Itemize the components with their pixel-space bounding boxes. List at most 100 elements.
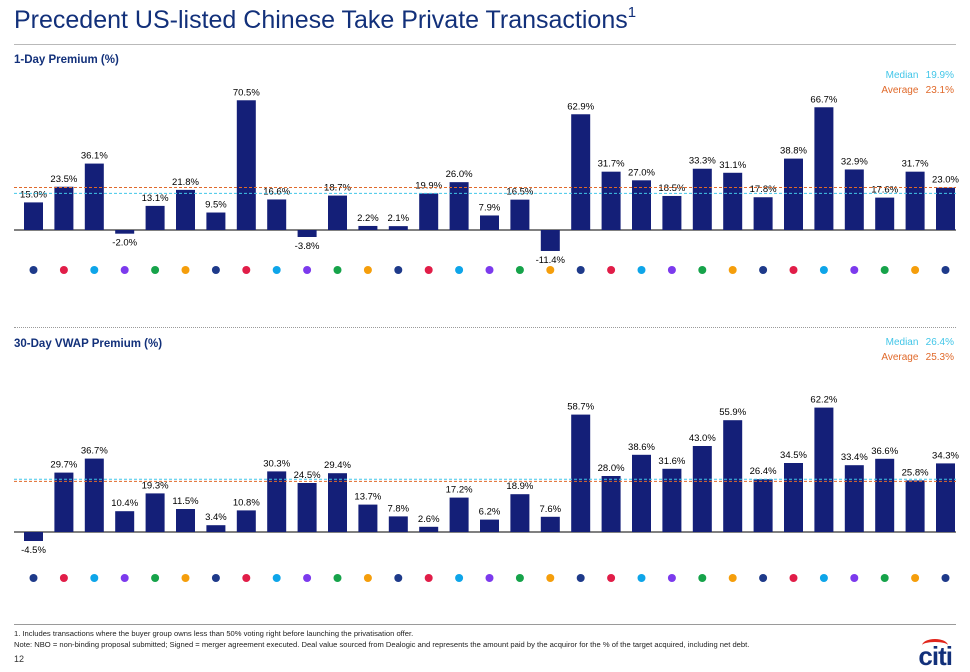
company-logo-icon bbox=[242, 574, 251, 582]
data-label: 11.5% bbox=[172, 496, 199, 507]
company-logo-icon bbox=[850, 574, 859, 582]
data-label: 23.0% bbox=[932, 175, 959, 186]
company-logo-icon bbox=[363, 266, 372, 274]
chart2-30day-vwap-premium: -4.5% 29.7% 36.7% 10.4% 19.3%11.5% 3.4% 10.8% 3… bbox=[14, 395, 960, 556]
data-label: 36.7% bbox=[81, 446, 108, 457]
company-logo-icon bbox=[759, 574, 768, 582]
bar bbox=[145, 205, 165, 230]
bar bbox=[692, 446, 712, 532]
company-logo-icon bbox=[29, 574, 38, 582]
data-label: 17.2% bbox=[446, 485, 473, 496]
data-label: 2.2% bbox=[357, 213, 379, 224]
page-number: 12 bbox=[14, 654, 25, 664]
data-label: 31.7% bbox=[902, 159, 929, 170]
bar bbox=[784, 158, 803, 230]
data-label: 16.6% bbox=[263, 186, 290, 197]
data-label: 70.5% bbox=[233, 87, 260, 98]
bar bbox=[814, 107, 834, 230]
company-logo-icon bbox=[59, 574, 68, 582]
bar bbox=[145, 493, 165, 532]
data-label: 62.2% bbox=[810, 395, 837, 406]
data-label: 38.6% bbox=[628, 442, 655, 453]
bar bbox=[176, 189, 195, 230]
section-divider bbox=[14, 327, 956, 328]
company-logo-icon bbox=[911, 266, 920, 274]
company-logo-icon bbox=[211, 574, 220, 582]
company-logo-icon bbox=[576, 574, 585, 582]
bar bbox=[206, 212, 226, 230]
chart1-company-logos bbox=[29, 266, 950, 274]
company-logo-icon bbox=[607, 574, 616, 582]
bar bbox=[24, 532, 43, 541]
company-logo-icon bbox=[333, 574, 342, 582]
bar bbox=[24, 202, 43, 230]
bar bbox=[632, 454, 651, 532]
chart2-median-label: Median bbox=[885, 337, 919, 348]
footnote-1: 1. Includes transactions where the buyer… bbox=[14, 629, 414, 638]
bar bbox=[54, 472, 74, 532]
company-logo-icon bbox=[941, 574, 950, 582]
bar bbox=[115, 230, 135, 234]
data-label: 31.7% bbox=[598, 159, 625, 170]
bar bbox=[875, 458, 895, 532]
footnote-note: Note: NBO = non-binding proposal submitt… bbox=[14, 640, 750, 649]
data-label: 19.9% bbox=[415, 180, 442, 191]
data-label: 6.2% bbox=[479, 507, 501, 518]
data-label: 43.0% bbox=[689, 433, 716, 444]
company-logo-icon bbox=[819, 266, 828, 274]
bar bbox=[662, 195, 682, 230]
company-logo-icon bbox=[90, 574, 99, 582]
chart1-stats: Median 19.9% Average 23.1% bbox=[881, 68, 954, 98]
bar bbox=[206, 525, 226, 532]
company-logo-icon bbox=[515, 266, 524, 274]
company-logo-icon bbox=[333, 266, 342, 274]
data-label: 27.0% bbox=[628, 167, 655, 178]
bar bbox=[601, 171, 621, 230]
chart1-title: 1-Day Premium (%) bbox=[14, 54, 119, 66]
company-logo-icon bbox=[880, 266, 889, 274]
company-logo-icon bbox=[667, 266, 676, 274]
data-label: 15.0% bbox=[20, 189, 47, 200]
data-label: 7.8% bbox=[387, 503, 409, 514]
data-label: 38.8% bbox=[780, 146, 807, 157]
chart2-median-value: 26.4% bbox=[925, 337, 954, 348]
bar bbox=[571, 414, 591, 532]
company-logo-icon bbox=[90, 266, 99, 274]
bar bbox=[753, 479, 773, 532]
company-logo-icon bbox=[789, 266, 798, 274]
bar bbox=[662, 468, 682, 532]
bar bbox=[784, 463, 803, 532]
data-label: 26.0% bbox=[446, 169, 473, 180]
bar bbox=[328, 195, 347, 230]
data-label: 7.9% bbox=[479, 202, 501, 213]
company-logo-icon bbox=[728, 266, 737, 274]
bar bbox=[115, 511, 135, 532]
data-label: 34.5% bbox=[780, 450, 807, 461]
data-label: 2.6% bbox=[418, 514, 440, 525]
bar bbox=[510, 494, 530, 532]
company-logo-icon bbox=[29, 266, 38, 274]
data-label: 28.0% bbox=[598, 463, 625, 474]
data-label: 18.9% bbox=[506, 481, 533, 492]
company-logo-icon bbox=[151, 574, 160, 582]
chart2-average-label: Average bbox=[881, 352, 919, 363]
company-logo-icon bbox=[515, 574, 524, 582]
bar bbox=[480, 519, 499, 532]
bar bbox=[297, 230, 317, 237]
company-logo-icon bbox=[546, 266, 555, 274]
data-label: 2.1% bbox=[387, 213, 409, 224]
company-logo-icon bbox=[394, 266, 403, 274]
bar bbox=[358, 225, 378, 230]
data-label: 33.4% bbox=[841, 452, 868, 463]
bar bbox=[54, 186, 74, 230]
data-label: 26.4% bbox=[750, 466, 777, 477]
company-logo-icon bbox=[850, 266, 859, 274]
data-label: 17.8% bbox=[750, 184, 777, 195]
company-logo-icon bbox=[698, 574, 707, 582]
company-logo-icon bbox=[911, 574, 920, 582]
company-logo-icon bbox=[120, 266, 129, 274]
bar bbox=[176, 509, 195, 532]
company-logo-icon bbox=[120, 574, 129, 582]
bar bbox=[723, 420, 743, 532]
data-label: 31.1% bbox=[719, 160, 746, 171]
